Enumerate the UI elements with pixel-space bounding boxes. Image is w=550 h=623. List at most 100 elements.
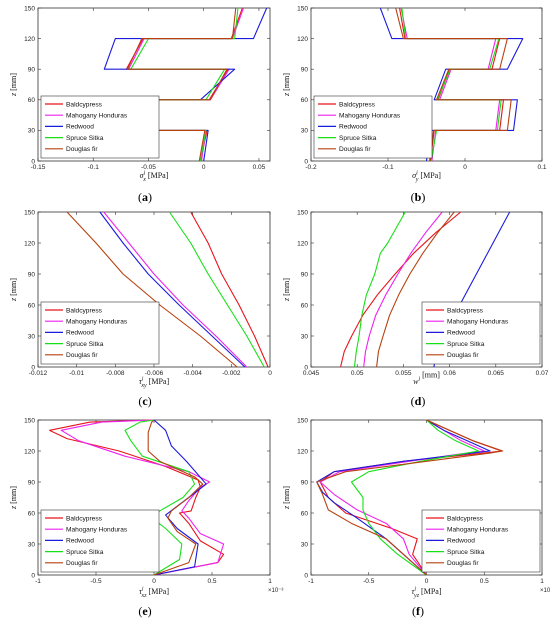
x-tick-label: -0.004: [183, 370, 202, 377]
x-tick-label: 1: [268, 578, 272, 585]
x-tick-label: 0: [463, 164, 467, 171]
y-tick-label: 150: [297, 5, 308, 12]
x-tick-label: 0: [268, 370, 272, 377]
y-tick-label: 60: [301, 510, 309, 517]
series-line-douglas-fir: [316, 419, 504, 576]
panel-caption: (f): [412, 604, 424, 618]
legend: Baldcypress Mahogany Honduras Redwood Spruc…: [40, 301, 160, 365]
x-tick-label: -0.1: [88, 164, 100, 171]
series-line-douglas-fir: [376, 211, 455, 368]
y-axis-label: z [mm]: [282, 73, 291, 97]
legend: Baldcypress Mahogany Honduras Redwood Spruc…: [40, 95, 160, 159]
x-tick-label: 0.065: [488, 370, 505, 377]
y-tick-label: 60: [28, 302, 36, 309]
legend-entry: Douglas fir: [66, 146, 98, 153]
x-tick-label: 0.05: [253, 164, 266, 171]
y-tick-label: 120: [297, 448, 308, 455]
series-line-redwood: [316, 419, 491, 576]
y-tick-label: 0: [304, 364, 308, 371]
x-tick-label: 0: [202, 164, 206, 171]
legend: Baldcypress Mahogany Honduras Redwood Spruc…: [421, 509, 541, 573]
y-tick-label: 90: [301, 479, 309, 486]
y-tick-label: 0: [31, 572, 35, 579]
y-tick-label: 120: [297, 36, 308, 43]
y-axis-label: z [mm]: [282, 486, 291, 510]
legend-entry: Redwood: [66, 124, 94, 131]
y-tick-label: 60: [28, 97, 36, 104]
y-tick-label: 30: [301, 128, 309, 135]
panel-caption: (e): [138, 604, 151, 618]
x-tick-label: -0.012: [29, 370, 48, 377]
x-tick-label: 0.1: [537, 164, 546, 171]
legend-entry: Redwood: [66, 330, 94, 337]
x-tick-label: 0.5: [207, 578, 216, 585]
panel-f: -1 -0.5 0 0.5 1 0 30 60 90 120 150 ×10⁻³ Baldcypress…: [282, 417, 550, 618]
panel-caption: (c): [138, 394, 151, 408]
y-tick-label: 60: [28, 510, 36, 517]
series-line-baldcypress: [190, 211, 269, 368]
series-line-mahogany-honduras: [363, 211, 443, 368]
x-axis-label: wi [mm]: [413, 371, 440, 387]
x-tick-label: -1: [35, 578, 41, 585]
legend-entry: Baldcypress: [447, 307, 484, 314]
x-tick-label: 0.07: [536, 370, 549, 377]
series-line-spruce-sitka: [124, 419, 196, 576]
series-line-spruce-sitka: [169, 211, 265, 368]
x-tick-label: -0.15: [31, 164, 46, 171]
legend-entry: Spruce Sitka: [447, 341, 485, 348]
y-tick-label: 0: [304, 572, 308, 579]
legend-entry: Baldcypress: [66, 515, 103, 522]
y-axis-label: z [mm]: [9, 278, 18, 302]
x-axis-label: τi xy [MPa]: [139, 377, 170, 390]
x-tick-label: 0: [425, 578, 429, 585]
series-line-baldcypress: [340, 211, 462, 368]
x-tick-label: 0: [152, 578, 156, 585]
series-line-douglas-fir: [147, 419, 204, 576]
panel-caption: (d): [411, 394, 426, 408]
x-tick-label: -0.1: [382, 164, 394, 171]
panel-e: -1 -0.5 0 0.5 1 0 30 60 90 120 150 ×10⁻³ Baldcypress…: [9, 417, 283, 618]
y-tick-label: 120: [24, 448, 35, 455]
y-tick-label: 150: [297, 209, 308, 216]
y-tick-label: 30: [28, 333, 36, 340]
x-tick-label: 0.5: [480, 578, 489, 585]
y-tick-label: 90: [28, 67, 36, 74]
y-tick-label: 30: [301, 333, 309, 340]
y-tick-label: 30: [301, 541, 309, 548]
x-tick-label: -0.5: [90, 578, 102, 585]
legend-entry: Spruce Sitka: [447, 549, 485, 556]
series-line-redwood: [99, 211, 246, 368]
x-tick-label: -1: [308, 578, 314, 585]
x-axis-label: σi y [MPa]: [412, 171, 441, 184]
x-tick-label: 0.05: [351, 370, 364, 377]
legend-entry: Douglas fir: [447, 560, 479, 567]
x-tick-label: -0.2: [305, 164, 317, 171]
y-tick-label: 90: [301, 67, 309, 74]
x-tick-label: -0.01: [69, 370, 84, 377]
y-tick-label: 120: [24, 36, 35, 43]
legend-entry: Douglas fir: [66, 560, 98, 567]
y-tick-label: 60: [301, 97, 309, 104]
x-multiplier: ×10⁻³: [268, 588, 283, 594]
x-axis-label: σi x [MPa]: [140, 171, 169, 184]
legend-entry: Baldcypress: [339, 101, 376, 108]
legend-entry: Redwood: [66, 538, 94, 545]
legend-entry: Spruce Sitka: [66, 341, 104, 348]
legend-entry: Baldcypress: [66, 101, 103, 108]
panel-b: -0.2 -0.1 0 0.1 0 30 60 90 120 150 Baldcypress Maho…: [282, 5, 547, 204]
x-axis-label: τi xz [MPa]: [139, 587, 169, 600]
legend-entry: Redwood: [339, 124, 367, 131]
y-tick-label: 150: [24, 209, 35, 216]
y-tick-label: 150: [24, 5, 35, 12]
legend-entry: Mahogany Honduras: [66, 527, 128, 534]
legend-entry: Spruce Sitka: [66, 549, 104, 556]
y-tick-label: 150: [297, 417, 308, 424]
series-line-mahogany-honduras: [103, 211, 248, 368]
y-axis-label: z [mm]: [9, 73, 18, 97]
y-tick-label: 90: [301, 271, 309, 278]
y-tick-label: 90: [28, 271, 36, 278]
x-tick-label: 0.06: [443, 370, 456, 377]
legend-entry: Mahogany Honduras: [339, 113, 401, 120]
y-tick-label: 90: [28, 479, 36, 486]
